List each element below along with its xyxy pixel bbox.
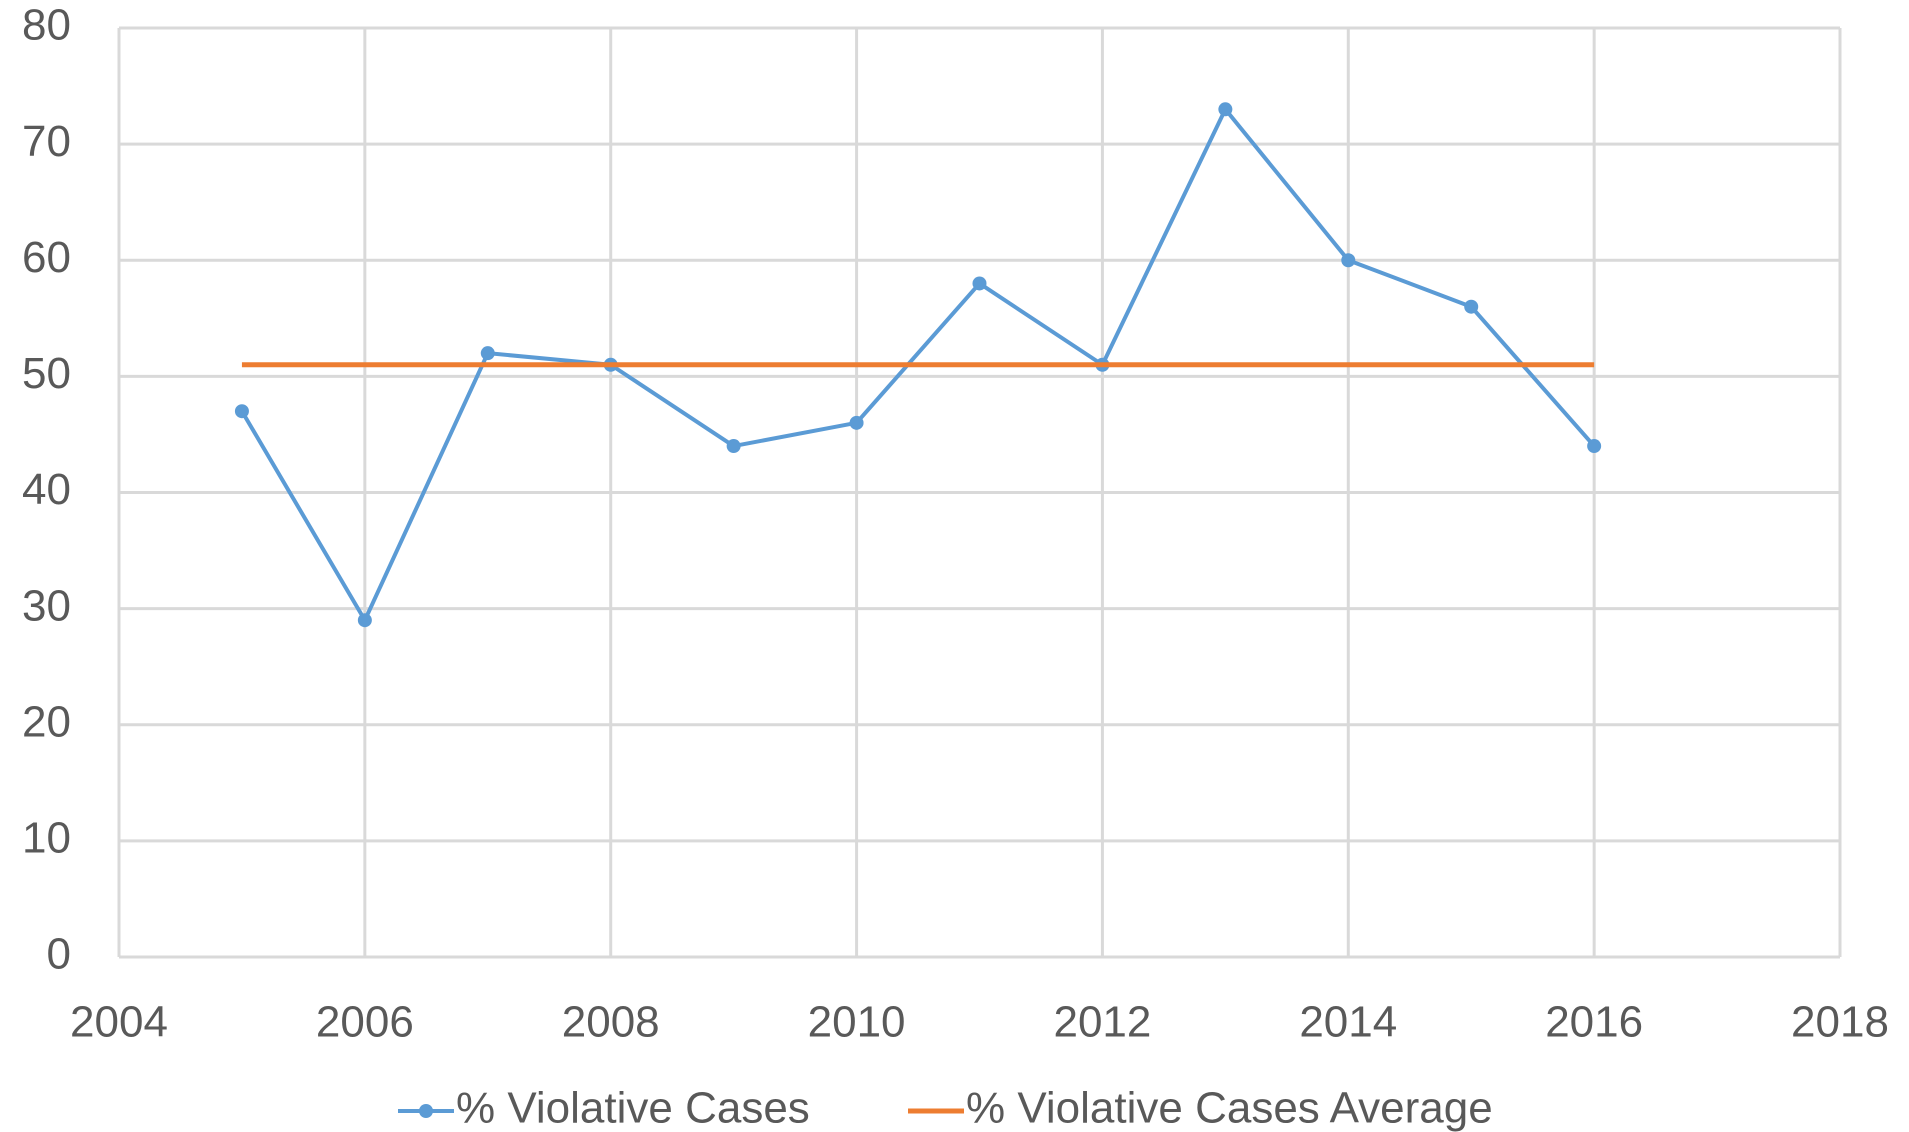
- x-tick-label: 2016: [1545, 998, 1643, 1047]
- data-point: [1464, 299, 1479, 314]
- y-tick-label: 70: [22, 117, 71, 166]
- legend-marker: [419, 1104, 433, 1118]
- x-tick-label: 2008: [562, 998, 660, 1047]
- y-tick-label: 0: [47, 930, 71, 979]
- x-tick-label: 2004: [70, 998, 168, 1047]
- data-point: [357, 613, 372, 628]
- legend-label: % Violative Cases: [456, 1084, 810, 1132]
- x-tick-label: 2014: [1299, 998, 1397, 1047]
- data-point: [849, 415, 864, 430]
- y-tick-label: 60: [22, 233, 71, 282]
- series-line: [240, 107, 1596, 623]
- x-tick-label: 2012: [1053, 998, 1151, 1047]
- y-tick-label: 30: [22, 581, 71, 630]
- x-tick-label: 2010: [808, 998, 906, 1047]
- y-tick-label: 80: [22, 1, 71, 50]
- y-tick-label: 10: [22, 814, 71, 863]
- data-point: [972, 276, 987, 291]
- x-tick-label: 2018: [1791, 998, 1889, 1047]
- y-tick-label: 50: [22, 349, 71, 398]
- data-point: [1587, 439, 1602, 454]
- data-point: [480, 346, 495, 361]
- legend-label: % Violative Cases Average: [966, 1084, 1493, 1132]
- x-tick-label: 2006: [316, 998, 414, 1047]
- y-tick-label: 40: [22, 465, 71, 514]
- data-point: [234, 404, 249, 419]
- data-point: [1218, 102, 1233, 117]
- y-tick-label: 20: [22, 697, 71, 746]
- data-point: [1341, 253, 1356, 268]
- data-point: [726, 439, 741, 454]
